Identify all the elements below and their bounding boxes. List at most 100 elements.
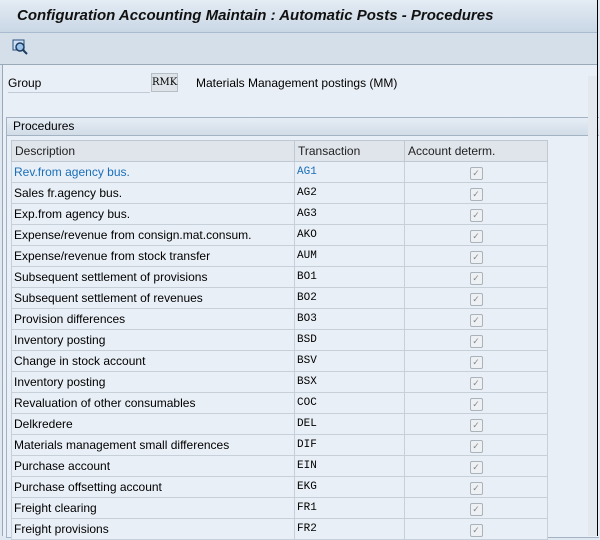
account-determ-checkbox[interactable]: ✓ (469, 250, 483, 264)
description-cell[interactable]: Delkredere (11, 413, 295, 435)
description-cell[interactable]: Expense/revenue from stock transfer (11, 245, 295, 267)
column-header-account-determ[interactable]: Account determ. (404, 140, 548, 162)
transaction-cell[interactable]: BSD (294, 329, 405, 351)
account-determ-checkbox[interactable]: ✓ (469, 292, 483, 306)
main-content: Group RMK Materials Management postings … (2, 65, 599, 540)
description-cell[interactable]: Freight provisions (11, 518, 295, 540)
account-determ-checkbox[interactable]: ✓ (469, 229, 483, 243)
account-determ-checkbox[interactable]: ✓ (469, 313, 483, 327)
transaction-cell[interactable]: AUM (294, 245, 405, 267)
account-determ-cell: ✓ (404, 434, 548, 456)
description-cell[interactable]: Inventory posting (11, 371, 295, 393)
description-cell[interactable]: Subsequent settlement of revenues (11, 287, 295, 309)
account-determ-checkbox[interactable]: ✓ (469, 355, 483, 369)
display-magnifier-icon[interactable] (12, 39, 28, 55)
transaction-cell[interactable]: DIF (294, 434, 405, 456)
table-row[interactable]: Subsequent settlement of provisions BO1 … (11, 266, 548, 288)
table-row[interactable]: Revaluation of other consumables COC ✓ (11, 392, 548, 414)
account-determ-cell: ✓ (404, 455, 548, 477)
transaction-cell[interactable]: BSV (294, 350, 405, 372)
table-row[interactable]: Freight clearing FR1 ✓ (11, 497, 548, 519)
account-determ-cell: ✓ (404, 392, 548, 414)
window-border (597, 0, 598, 536)
group-field[interactable]: RMK (151, 73, 178, 92)
account-determ-cell: ✓ (404, 224, 548, 246)
account-determ-checkbox[interactable]: ✓ (469, 166, 483, 180)
account-determ-checkbox[interactable]: ✓ (469, 271, 483, 285)
description-cell[interactable]: Subsequent settlement of provisions (11, 266, 295, 288)
account-determ-checkbox[interactable]: ✓ (469, 376, 483, 390)
account-determ-cell: ✓ (404, 161, 548, 183)
account-determ-checkbox[interactable]: ✓ (469, 439, 483, 453)
description-cell[interactable]: Provision differences (11, 308, 295, 330)
account-determ-checkbox[interactable]: ✓ (469, 502, 483, 516)
transaction-cell[interactable]: BSX (294, 371, 405, 393)
group-label: Group (8, 76, 150, 93)
table-row[interactable]: Delkredere DEL ✓ (11, 413, 548, 435)
description-cell[interactable]: Materials management small differences (11, 434, 295, 456)
account-determ-cell: ✓ (404, 371, 548, 393)
account-determ-checkbox[interactable]: ✓ (469, 187, 483, 201)
account-determ-cell: ✓ (404, 245, 548, 267)
table-row[interactable]: Purchase offsetting account EKG ✓ (11, 476, 548, 498)
description-cell[interactable]: Sales fr.agency bus. (11, 182, 295, 204)
transaction-cell[interactable]: BO3 (294, 308, 405, 330)
table-row[interactable]: Exp.from agency bus. AG3 ✓ (11, 203, 548, 225)
account-determ-cell: ✓ (404, 413, 548, 435)
account-determ-cell: ✓ (404, 308, 548, 330)
table-row[interactable]: Expense/revenue from consign.mat.consum.… (11, 224, 548, 246)
account-determ-checkbox[interactable]: ✓ (469, 397, 483, 411)
table-row[interactable]: Sales fr.agency bus. AG2 ✓ (11, 182, 548, 204)
account-determ-cell: ✓ (404, 287, 548, 309)
page-title: Configuration Accounting Maintain : Auto… (17, 7, 494, 24)
group-description: Materials Management postings (MM) (196, 76, 398, 90)
vertical-scrollbar[interactable] (588, 76, 597, 536)
account-determ-checkbox[interactable]: ✓ (469, 460, 483, 474)
account-determ-checkbox[interactable]: ✓ (469, 334, 483, 348)
account-determ-cell: ✓ (404, 497, 548, 519)
transaction-cell[interactable]: BO2 (294, 287, 405, 309)
table-row[interactable]: Subsequent settlement of revenues BO2 ✓ (11, 287, 548, 309)
table-row[interactable]: Purchase account EIN ✓ (11, 455, 548, 477)
table-row[interactable]: Change in stock account BSV ✓ (11, 350, 548, 372)
column-header-transaction[interactable]: Transaction (294, 140, 405, 162)
transaction-cell[interactable]: FR2 (294, 518, 405, 540)
account-determ-cell: ✓ (404, 266, 548, 288)
table-row[interactable]: Inventory posting BSD ✓ (11, 329, 548, 351)
account-determ-cell: ✓ (404, 182, 548, 204)
table-row[interactable]: Provision differences BO3 ✓ (11, 308, 548, 330)
table-row[interactable]: Inventory posting BSX ✓ (11, 371, 548, 393)
account-determ-cell: ✓ (404, 329, 548, 351)
description-cell[interactable]: Rev.from agency bus. (11, 161, 295, 183)
toolbar (0, 33, 598, 65)
account-determ-checkbox[interactable]: ✓ (469, 481, 483, 495)
account-determ-checkbox[interactable]: ✓ (469, 208, 483, 222)
description-cell[interactable]: Exp.from agency bus. (11, 203, 295, 225)
procedures-panel: Procedures Description Transaction Accou… (6, 117, 599, 540)
transaction-cell[interactable]: AKO (294, 224, 405, 246)
transaction-cell[interactable]: FR1 (294, 497, 405, 519)
account-determ-cell: ✓ (404, 350, 548, 372)
transaction-cell[interactable]: DEL (294, 413, 405, 435)
table-row[interactable]: Materials management small differences D… (11, 434, 548, 456)
transaction-cell[interactable]: BO1 (294, 266, 405, 288)
description-cell[interactable]: Revaluation of other consumables (11, 392, 295, 414)
description-cell[interactable]: Change in stock account (11, 350, 295, 372)
transaction-cell[interactable]: AG1 (294, 161, 405, 183)
description-cell[interactable]: Purchase account (11, 455, 295, 477)
transaction-cell[interactable]: EIN (294, 455, 405, 477)
table-row[interactable]: Rev.from agency bus. AG1 ✓ (11, 161, 548, 183)
transaction-cell[interactable]: COC (294, 392, 405, 414)
transaction-cell[interactable]: AG3 (294, 203, 405, 225)
description-cell[interactable]: Purchase offsetting account (11, 476, 295, 498)
description-cell[interactable]: Freight clearing (11, 497, 295, 519)
description-cell[interactable]: Inventory posting (11, 329, 295, 351)
account-determ-checkbox[interactable]: ✓ (469, 418, 483, 432)
transaction-cell[interactable]: AG2 (294, 182, 405, 204)
description-cell[interactable]: Expense/revenue from consign.mat.consum. (11, 224, 295, 246)
table-row[interactable]: Expense/revenue from stock transfer AUM … (11, 245, 548, 267)
column-header-description[interactable]: Description (11, 140, 295, 162)
transaction-cell[interactable]: EKG (294, 476, 405, 498)
account-determ-checkbox[interactable]: ✓ (469, 523, 483, 537)
table-row[interactable]: Freight provisions FR2 ✓ (11, 518, 548, 540)
